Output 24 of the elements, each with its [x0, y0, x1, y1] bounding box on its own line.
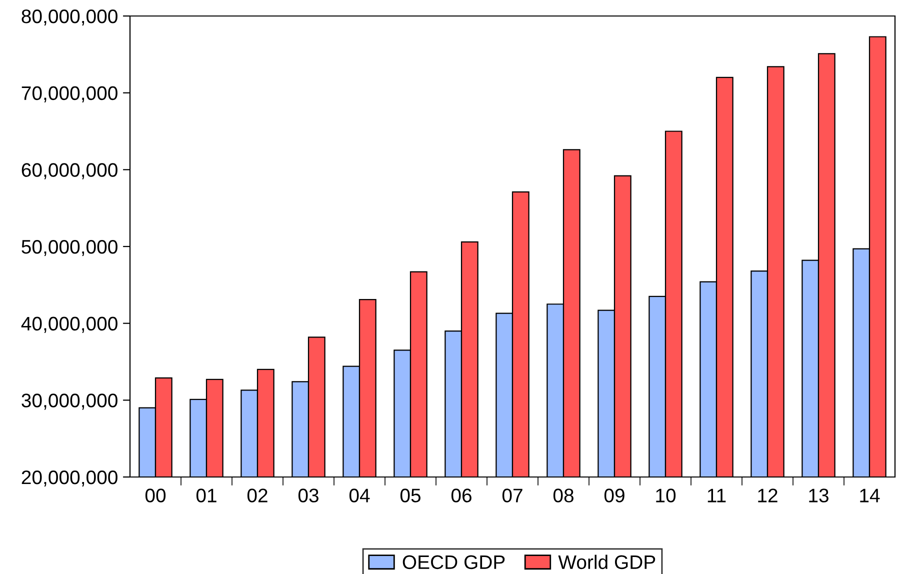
x-tick-label: 03 — [298, 488, 318, 502]
legend-label: OECD GDP — [402, 555, 505, 570]
x-tick-label: 00 — [145, 488, 166, 502]
x-tick-label: 02 — [247, 488, 268, 502]
x-tick-label: 04 — [349, 488, 370, 502]
x-tick-label: 05 — [400, 488, 420, 502]
x-tick-label: 10 — [656, 488, 676, 502]
y-tick-label: 40,000,000 — [21, 316, 118, 333]
legend-label: World GDP — [558, 554, 656, 570]
y-tick-label: 80,000,000 — [22, 9, 118, 26]
x-tick-label: 11 — [708, 488, 726, 502]
x-tick-label: 01 — [196, 488, 216, 502]
x-tick-label: 14 — [860, 488, 880, 502]
x-tick-label: 13 — [809, 488, 828, 502]
y-tick-label: 20,000,000 — [22, 470, 118, 487]
x-tick-label: 06 — [451, 488, 472, 502]
x-tick-label: 08 — [553, 488, 574, 502]
x-tick-label: 09 — [604, 488, 624, 502]
x-tick-label: 12 — [758, 488, 778, 502]
y-tick-label: 50,000,000 — [22, 240, 118, 256]
y-tick-label: 70,000,000 — [22, 86, 118, 102]
y-tick-label: 30,000,000 — [22, 394, 118, 410]
y-tick-label: 60,000,000 — [22, 163, 118, 180]
x-tick-label: 07 — [502, 488, 522, 502]
